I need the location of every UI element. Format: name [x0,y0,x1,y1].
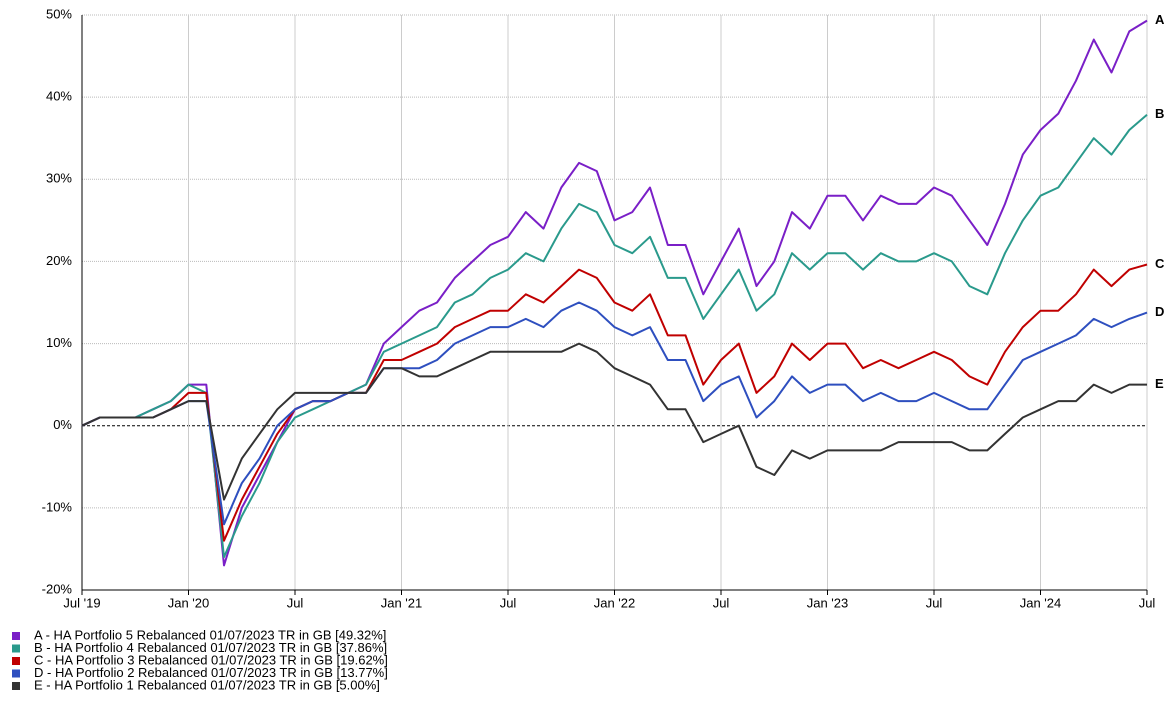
x-tick-label: Jul [500,595,517,610]
x-tick-label: Jul [1139,595,1156,610]
series-line [81,301,1148,526]
legend-label: D - HA Portfolio 2 Rebalanced 01/07/2023… [34,665,388,680]
end-label: B [1155,106,1164,121]
legend-swatch [12,644,20,653]
series-line [81,19,1148,567]
legend-swatch [12,657,20,665]
series-line [81,113,1148,559]
y-tick-label: 20% [46,253,72,268]
legend-label: A - HA Portfolio 5 Rebalanced 01/07/2023… [34,627,386,642]
x-tick-label: Jul [713,595,730,610]
end-label: D [1155,304,1164,319]
x-tick-label: Jan '24 [1020,595,1062,610]
x-tick-label: Jan '21 [381,595,423,610]
y-tick-label: 50% [46,6,72,21]
y-tick-label: 0% [53,417,72,432]
series-line [81,263,1148,542]
x-tick-label: Jan '23 [807,595,849,610]
y-tick-label: 10% [46,335,72,350]
x-tick-label: Jan '20 [168,595,210,610]
y-tick-label: -20% [42,581,73,596]
x-tick-label: Jul '19 [63,595,100,610]
legend-label: E - HA Portfolio 1 Rebalanced 01/07/2023… [34,677,380,692]
legend-label: C - HA Portfolio 3 Rebalanced 01/07/2023… [34,652,388,667]
y-tick-label: 30% [46,171,72,186]
y-tick-label: 40% [46,89,72,104]
y-tick-label: -10% [42,499,73,514]
x-tick-label: Jul [926,595,943,610]
legend-label: B - HA Portfolio 4 Rebalanced 01/07/2023… [34,640,387,655]
legend-swatch [12,632,20,640]
x-tick-label: Jan '22 [594,595,636,610]
legend-swatch [12,682,20,690]
end-label: E [1155,376,1164,391]
x-tick-label: Jul [287,595,304,610]
end-label: A [1155,12,1165,27]
end-label: C [1155,256,1165,271]
legend-swatch [12,669,20,678]
series-line [81,342,1147,501]
